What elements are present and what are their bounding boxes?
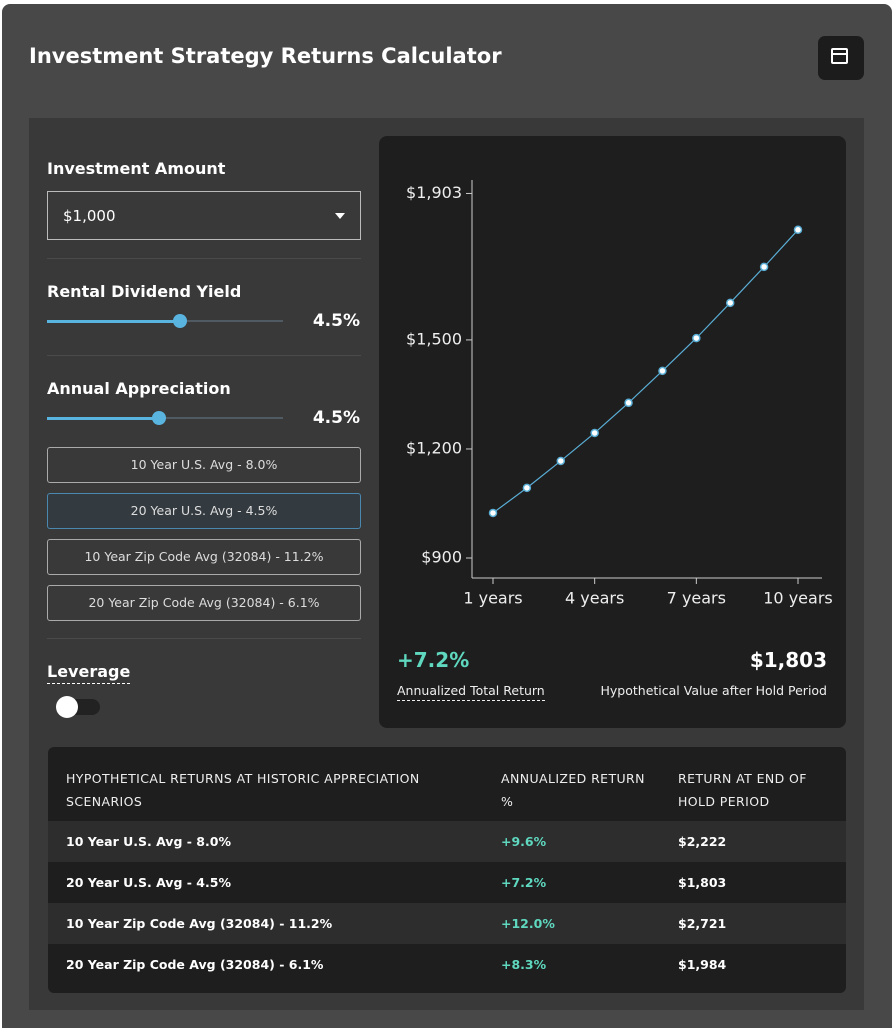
data-point bbox=[590, 428, 599, 438]
leverage-label: Leverage bbox=[47, 662, 131, 684]
x-tick-label: 1 years bbox=[463, 589, 522, 608]
scenario-button[interactable]: 20 Year U.S. Avg - 4.5% bbox=[47, 493, 361, 529]
table-cell: 20 Year U.S. Avg - 4.5% bbox=[66, 875, 231, 890]
divider bbox=[47, 258, 361, 259]
annualized-return: +7.2% bbox=[397, 648, 470, 672]
scenario-button[interactable]: 10 Year Zip Code Avg (32084) - 11.2% bbox=[47, 539, 361, 575]
data-point bbox=[522, 483, 532, 493]
table-body: 10 Year U.S. Avg - 8.0% +9.6% $2,222 20 Yea… bbox=[48, 821, 846, 985]
table-cell: +9.6% bbox=[501, 834, 547, 849]
column-header: HYPOTHETICAL RETURNS AT HISTORIC APPRECI… bbox=[66, 771, 420, 809]
table-row: 20 Year U.S. Avg - 4.5% +7.2% $1,803 bbox=[48, 862, 846, 903]
title: Investment Strategy Returns Calculator bbox=[29, 44, 502, 68]
y-tick-label: $900 bbox=[421, 548, 462, 567]
table-row: 20 Year Zip Code Avg (32084) - 6.1% +8.3%… bbox=[48, 944, 846, 985]
slider-value: 4.5% bbox=[312, 408, 360, 428]
annualized-return-label: Annualized Total Return bbox=[397, 683, 545, 701]
column-header: RETURN AT END OF HOLD PERIOD bbox=[678, 771, 807, 809]
slider-fill bbox=[47, 417, 159, 420]
table-cell: 20 Year Zip Code Avg (32084) - 6.1% bbox=[66, 957, 324, 972]
slider-knob[interactable] bbox=[152, 411, 166, 425]
table-cell: $1,984 bbox=[678, 957, 727, 972]
chart-panel: $900 $1,200 $1,500 $1,903 1 years 4 years 7 ye… bbox=[379, 136, 846, 728]
data-point bbox=[624, 398, 633, 408]
returns-table: HYPOTHETICAL RETURNS AT HISTORIC APPRECI… bbox=[48, 747, 846, 993]
slider-fill bbox=[47, 320, 180, 323]
table-row: 10 Year Zip Code Avg (32084) - 11.2% +12.… bbox=[48, 903, 846, 944]
table-cell: $1,803 bbox=[678, 875, 727, 890]
data-point bbox=[759, 262, 769, 272]
x-tick-label: 7 years bbox=[667, 589, 726, 608]
slider-value: 4.5% bbox=[312, 311, 360, 331]
table-cell: +8.3% bbox=[501, 957, 547, 972]
expand-button[interactable] bbox=[818, 36, 864, 80]
leverage-toggle[interactable] bbox=[56, 696, 100, 718]
data-point bbox=[556, 456, 566, 466]
y-tick-label: $1,903 bbox=[406, 183, 462, 202]
table-header: HYPOTHETICAL RETURNS AT HISTORIC APPRECI… bbox=[48, 747, 846, 821]
data-point bbox=[692, 333, 701, 343]
amount-dropdown[interactable]: $1,000 bbox=[47, 191, 361, 240]
hypothetical-value: $1,803 bbox=[749, 648, 827, 672]
scenario-button[interactable]: 10 Year U.S. Avg - 8.0% bbox=[47, 447, 361, 483]
slider-knob[interactable] bbox=[173, 314, 187, 328]
y-tick-label: $1,200 bbox=[406, 438, 462, 457]
data-point bbox=[725, 298, 735, 308]
hypothetical-value-label: Hypothetical Value after Hold Period bbox=[600, 683, 828, 698]
table-cell: +12.0% bbox=[501, 916, 555, 931]
data-point bbox=[793, 225, 803, 235]
chart: $900 $1,200 $1,500 $1,903 1 years 4 years 7 ye… bbox=[406, 180, 833, 608]
table-cell: $2,721 bbox=[678, 916, 727, 931]
column-header: ANNUALIZED RETURN % bbox=[501, 771, 645, 809]
data-line bbox=[492, 229, 799, 514]
table-cell: $2,222 bbox=[678, 834, 727, 849]
x-tick-label: 4 years bbox=[565, 589, 624, 608]
field-label: Rental Dividend Yield bbox=[47, 282, 242, 301]
field-label: Investment Amount bbox=[47, 159, 226, 178]
data-point bbox=[658, 366, 667, 376]
table-cell: 10 Year Zip Code Avg (32084) - 11.2% bbox=[66, 916, 333, 931]
table-cell: 10 Year U.S. Avg - 8.0% bbox=[66, 834, 231, 849]
table-cell: +7.2% bbox=[501, 875, 547, 890]
scenario-button[interactable]: 20 Year Zip Code Avg (32084) - 6.1% bbox=[47, 585, 361, 621]
dropdown-value: $1,000 bbox=[63, 207, 116, 225]
x-tick-label: 10 years bbox=[763, 589, 832, 608]
table-row: 10 Year U.S. Avg - 8.0% +9.6% $2,222 bbox=[48, 821, 846, 862]
divider bbox=[47, 638, 361, 639]
divider bbox=[47, 355, 361, 356]
y-tick-label: $1,500 bbox=[406, 329, 462, 348]
field-label: Annual Appreciation bbox=[47, 379, 231, 398]
data-point bbox=[488, 508, 498, 518]
